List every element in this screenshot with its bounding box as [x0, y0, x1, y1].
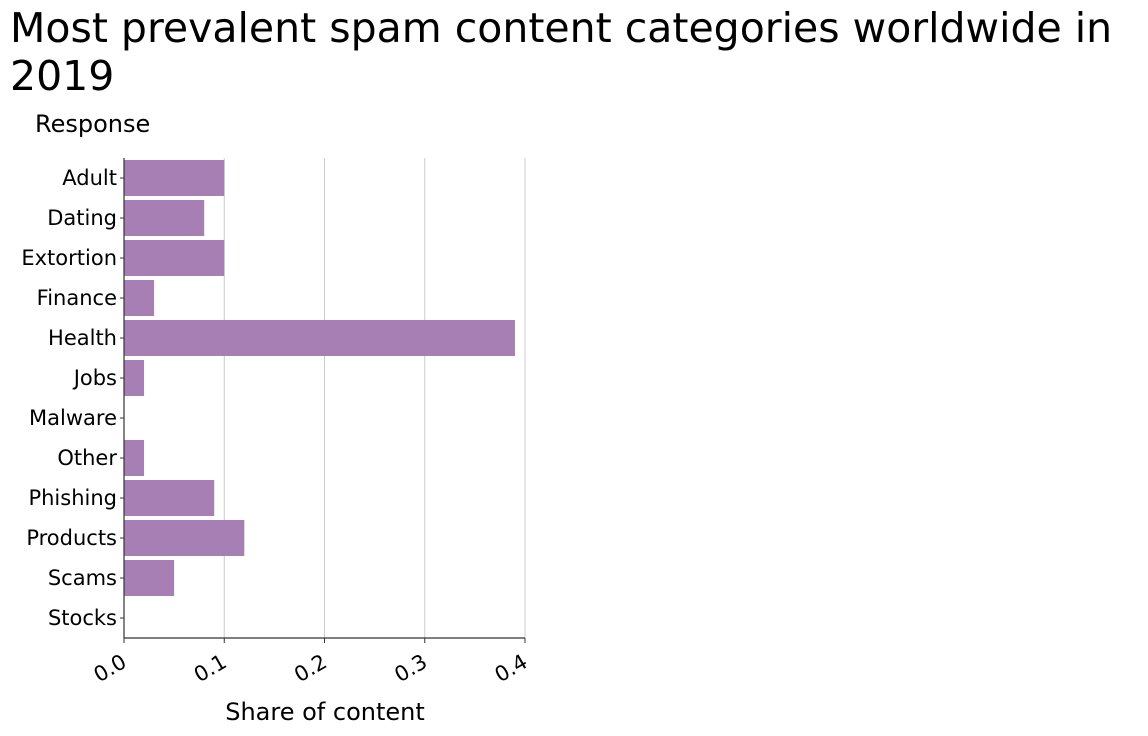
- bar-dating: [124, 200, 205, 236]
- chart-title: Most prevalent spam content categories w…: [10, 4, 1113, 100]
- x-tick-labels: 0.0 0.1 0.2 0.3 0.4: [90, 650, 532, 687]
- y-tick-label: Phishing: [28, 486, 117, 510]
- y-axis-label: Response: [35, 110, 150, 138]
- x-tick-label: 0.1: [190, 650, 231, 687]
- bar-phishing: [124, 480, 215, 516]
- bar-extortion: [124, 240, 225, 276]
- y-tick-label: Jobs: [72, 366, 117, 390]
- x-tick-label: 0.3: [390, 650, 431, 687]
- y-tick-label: Adult: [62, 166, 117, 190]
- bar-adult: [124, 160, 225, 196]
- y-tick-label: Dating: [47, 206, 117, 230]
- y-tick-label: Products: [26, 526, 117, 550]
- bar-products: [124, 520, 245, 556]
- y-tick-labels: Adult Dating Extortion Finance Health Jobs Mal…: [21, 166, 117, 630]
- y-tick-label: Finance: [37, 286, 117, 310]
- y-tick-label: Stocks: [48, 606, 117, 630]
- x-tick-label: 0.2: [290, 650, 331, 687]
- x-axis-label: Share of content: [225, 698, 425, 726]
- bar-finance: [124, 280, 155, 316]
- bars: [124, 160, 515, 596]
- y-tick-label: Extortion: [21, 246, 117, 270]
- y-tick-label: Scams: [48, 566, 117, 590]
- y-tick-label: Malware: [29, 406, 117, 430]
- bar-scams: [124, 560, 175, 596]
- y-tick-label: Other: [57, 446, 117, 470]
- y-tick-label: Health: [48, 326, 117, 350]
- bar-jobs: [124, 360, 145, 396]
- x-tick-label: 0.4: [491, 650, 532, 687]
- bar-health: [124, 320, 515, 356]
- bar-other: [124, 440, 145, 476]
- x-tick-label: 0.0: [90, 650, 131, 687]
- axes: [120, 158, 526, 643]
